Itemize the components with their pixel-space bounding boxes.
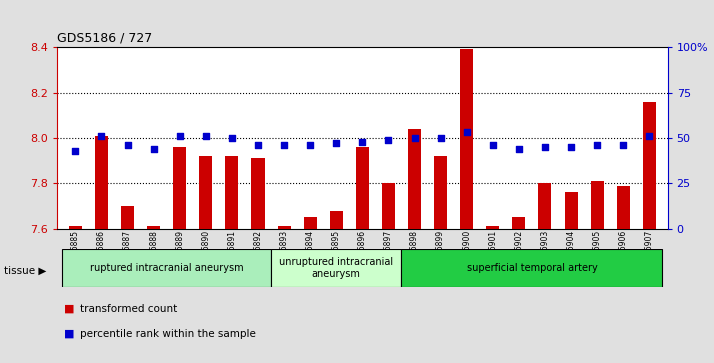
Point (513, 146, 525, 152)
Point (356, 139, 368, 144)
Bar (95, 136, 108, 229)
Point (252, 142, 263, 148)
Point (122, 142, 134, 148)
Bar (303, 217, 317, 229)
Bar (513, 217, 526, 229)
Bar (62, 249, 271, 287)
Bar (565, 192, 578, 229)
Text: unruptured intracranial
aneurysm: unruptured intracranial aneurysm (279, 257, 393, 278)
Bar (199, 156, 212, 229)
Bar (278, 227, 291, 229)
Point (565, 144, 577, 150)
Bar (121, 206, 134, 229)
Point (383, 137, 394, 143)
Point (278, 142, 290, 148)
Bar (330, 211, 343, 229)
Bar (401, 249, 663, 287)
Point (304, 142, 316, 148)
Point (591, 142, 603, 148)
Text: percentile rank within the sample: percentile rank within the sample (80, 329, 256, 339)
Point (618, 142, 629, 148)
Point (70, 148, 81, 154)
Bar (226, 156, 238, 229)
Text: tissue ▶: tissue ▶ (4, 265, 46, 276)
Point (174, 133, 186, 139)
Bar (251, 158, 264, 229)
Bar (461, 49, 473, 229)
Text: superficial temporal artery: superficial temporal artery (466, 263, 598, 273)
Bar (538, 183, 551, 229)
Text: GDS5186 / 727: GDS5186 / 727 (57, 32, 152, 45)
Bar (590, 181, 603, 229)
Text: ■: ■ (64, 303, 75, 314)
Bar (486, 227, 499, 229)
Bar (408, 129, 421, 229)
Bar (382, 183, 395, 229)
Point (539, 144, 550, 150)
Text: transformed count: transformed count (80, 303, 177, 314)
Bar (69, 227, 82, 229)
Bar (174, 147, 186, 229)
Point (461, 130, 473, 135)
Text: ■: ■ (64, 329, 75, 339)
Bar (271, 249, 401, 287)
Bar (356, 147, 369, 229)
Point (409, 135, 421, 141)
Bar (617, 185, 630, 229)
Point (435, 135, 446, 141)
Point (226, 135, 238, 141)
Point (487, 142, 498, 148)
Text: ruptured intracranial aneurysm: ruptured intracranial aneurysm (90, 263, 243, 273)
Point (200, 133, 211, 139)
Point (148, 146, 159, 152)
Point (331, 140, 342, 146)
Point (96, 133, 107, 139)
Bar (643, 102, 656, 229)
Bar (434, 156, 447, 229)
Bar (147, 227, 160, 229)
Point (643, 133, 655, 139)
